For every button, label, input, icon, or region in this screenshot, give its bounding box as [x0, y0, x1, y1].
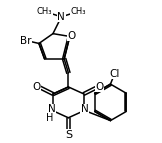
Text: O: O	[33, 82, 41, 92]
Text: N: N	[81, 104, 88, 114]
Text: S: S	[65, 130, 73, 140]
Text: Br: Br	[20, 36, 32, 46]
Text: O: O	[67, 31, 75, 41]
Text: CH₃: CH₃	[70, 7, 86, 16]
Text: O: O	[96, 82, 104, 92]
Text: Cl: Cl	[110, 69, 120, 79]
Text: N: N	[58, 12, 65, 22]
Text: N: N	[48, 104, 56, 114]
Text: CH₃: CH₃	[37, 7, 52, 16]
Text: H: H	[46, 114, 53, 123]
